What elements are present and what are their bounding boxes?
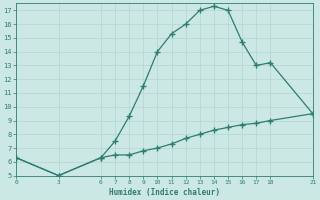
- X-axis label: Humidex (Indice chaleur): Humidex (Indice chaleur): [109, 188, 220, 197]
